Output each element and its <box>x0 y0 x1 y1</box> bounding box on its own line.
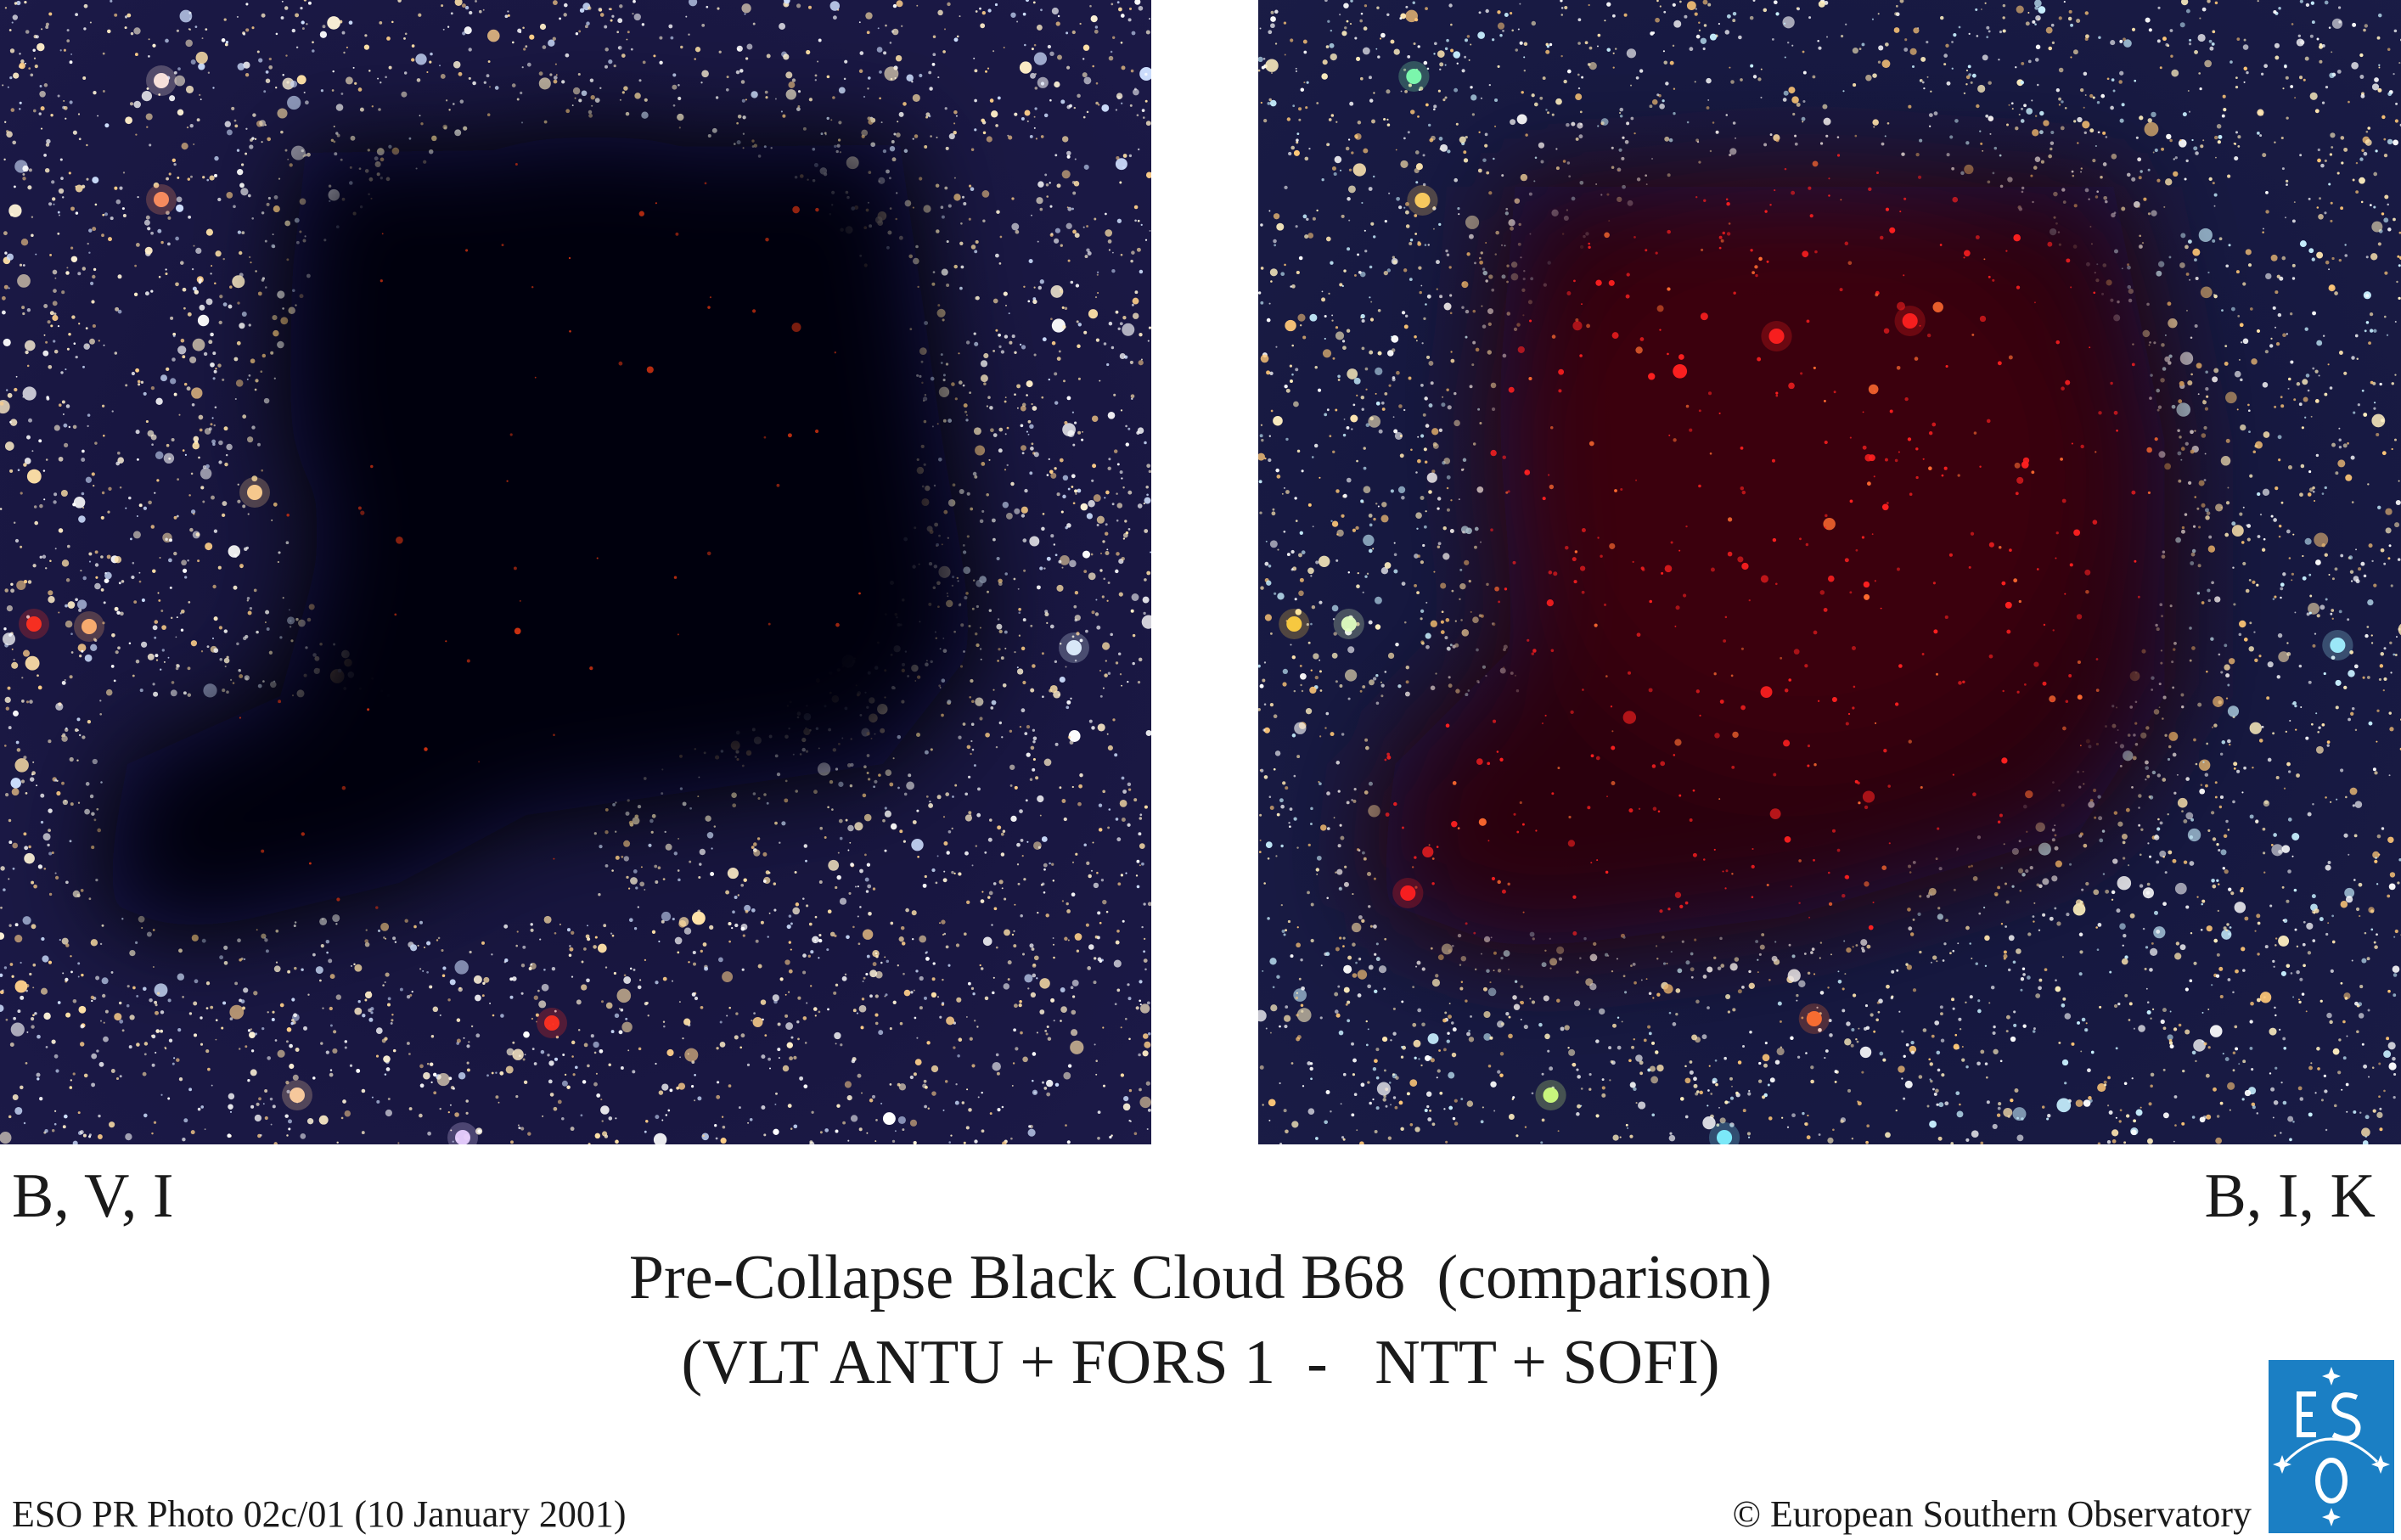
infrared-image-panel <box>1258 0 2401 1144</box>
dark-cloud <box>102 136 976 934</box>
caption-title: Pre-Collapse Black Cloud B68 (comparison… <box>628 1243 1773 1312</box>
optical-image-panel <box>0 0 1151 1144</box>
eso-logo-graphic <box>2269 1360 2394 1533</box>
photo-credit-id: ESO PR Photo 02c/01 (10 January 2001) <box>12 1493 627 1535</box>
optical-starfield-image <box>0 0 1151 1144</box>
infrared-cloud-glow <box>1378 187 2165 951</box>
copyright-notice: © European Southern Observatory <box>1732 1493 2252 1535</box>
left-panel-bands-label: B, V, I <box>12 1161 174 1231</box>
eso-logo <box>2269 1360 2394 1533</box>
infrared-starfield-image <box>1258 0 2401 1144</box>
right-panel-bands-label: B, I, K <box>2204 1161 2376 1231</box>
caption-subtitle: (VLT ANTU + FORS 1 - NTT + SOFI) <box>681 1328 1720 1397</box>
